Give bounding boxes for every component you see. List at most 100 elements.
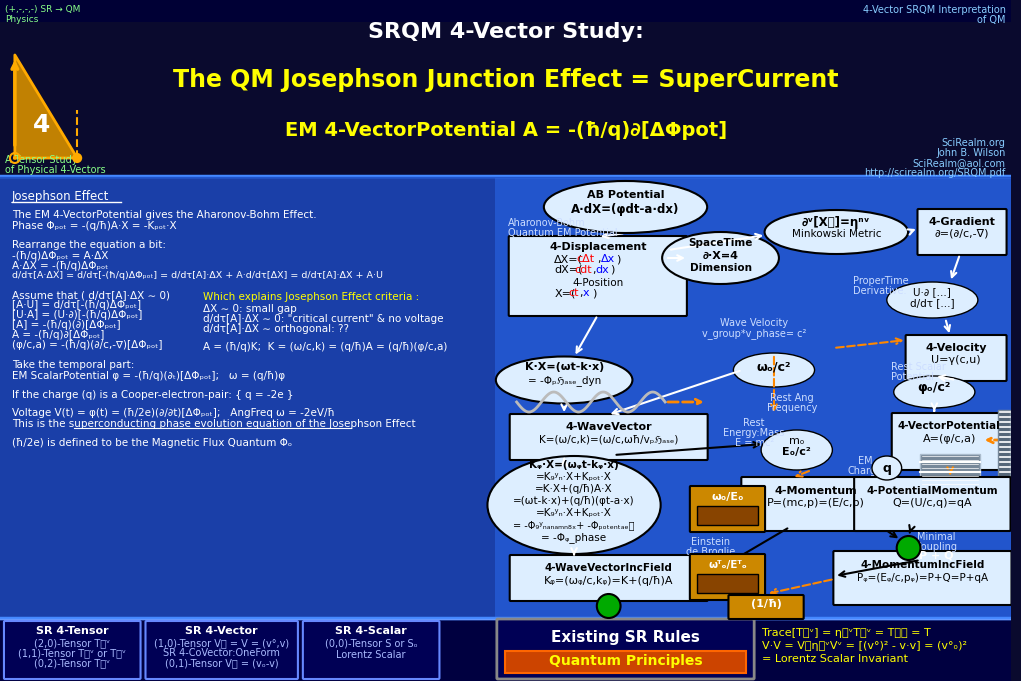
Text: U=γ(c,u): U=γ(c,u) xyxy=(931,355,981,365)
Text: -(ħ/q)ΔΦₚₒₜ = A·ΔX: -(ħ/q)ΔΦₚₒₜ = A·ΔX xyxy=(12,251,108,261)
Text: ,: , xyxy=(592,265,595,275)
Bar xyxy=(504,651,746,673)
Bar xyxy=(495,178,1011,620)
Text: http://scirealm.org/SRQM.pdf: http://scirealm.org/SRQM.pdf xyxy=(865,168,1006,178)
Text: ct: ct xyxy=(568,288,579,298)
Text: dX=(: dX=( xyxy=(554,265,583,275)
Text: Quantum EM Potential: Quantum EM Potential xyxy=(507,228,618,238)
Text: Minimal: Minimal xyxy=(917,532,956,542)
Text: (1,0)-Tensor Vᵜ = V = (v°,v): (1,0)-Tensor Vᵜ = V = (v°,v) xyxy=(154,638,289,648)
Text: Aharonov-Bohm: Aharonov-Bohm xyxy=(507,218,585,228)
Text: 4-Position: 4-Position xyxy=(572,278,624,288)
Text: of Physical 4-Vectors: of Physical 4-Vectors xyxy=(5,165,105,175)
Text: The QM Josephson Junction Effect = SuperCurrent: The QM Josephson Junction Effect = Super… xyxy=(173,68,838,92)
Text: =K₉ʸₙ·X+Kₚₒₜ·X: =K₉ʸₙ·X+Kₚₒₜ·X xyxy=(536,508,612,518)
Text: Wave Velocity: Wave Velocity xyxy=(720,318,788,328)
Text: =(ωt-k·x)+(q/ħ)(φt-a·x): =(ωt-k·x)+(q/ħ)(φt-a·x) xyxy=(514,496,635,506)
Ellipse shape xyxy=(887,282,978,318)
Text: ): ) xyxy=(592,288,596,298)
Text: (0,1)-Tensor Vᵜ = (vₒ-v): (0,1)-Tensor Vᵜ = (vₒ-v) xyxy=(164,658,279,668)
Text: Eₒ/c²: Eₒ/c² xyxy=(782,447,811,457)
Text: (ħ/2e) is defined to be the Magnetic Flux Quantum Φₒ: (ħ/2e) is defined to be the Magnetic Flu… xyxy=(12,438,292,448)
Text: A·dX=(φdt-a·dx): A·dX=(φdt-a·dx) xyxy=(572,203,680,216)
Text: Rest Scalar: Rest Scalar xyxy=(890,362,945,372)
Ellipse shape xyxy=(761,430,832,470)
Text: 4-WaveVector: 4-WaveVector xyxy=(566,422,652,432)
Text: 4-VectorPotential: 4-VectorPotential xyxy=(897,421,1001,431)
Text: If the charge (q) is a Cooper-electron-pair: { q = -2e }: If the charge (q) is a Cooper-electron-p… xyxy=(12,390,293,400)
Text: (0,2)-Tensor Tᵜᵛ: (0,2)-Tensor Tᵜᵛ xyxy=(34,658,110,668)
FancyBboxPatch shape xyxy=(918,209,1007,255)
Text: cdt: cdt xyxy=(574,265,592,275)
Text: x: x xyxy=(583,288,589,298)
Text: AB Potential: AB Potential xyxy=(587,190,665,200)
Text: Phase Φₚₒₜ = -(q/ħ)A·X = -Kₚₒₜ·X: Phase Φₚₒₜ = -(q/ħ)A·X = -Kₚₒₜ·X xyxy=(12,221,177,231)
Text: ): ) xyxy=(610,265,614,275)
Text: 4-Velocity: 4-Velocity xyxy=(925,343,987,353)
Ellipse shape xyxy=(597,594,621,618)
Text: ΔX ∼ 0: small gap: ΔX ∼ 0: small gap xyxy=(203,304,297,314)
Text: Pᵩ=(Eᵩ/c,pᵩ)=P+Q=P+qA: Pᵩ=(Eᵩ/c,pᵩ)=P+Q=P+qA xyxy=(857,573,988,583)
FancyBboxPatch shape xyxy=(303,621,439,679)
Text: EM: EM xyxy=(858,456,872,466)
FancyBboxPatch shape xyxy=(145,621,298,679)
Text: cΔt: cΔt xyxy=(576,254,594,264)
Text: Minkowski Metric: Minkowski Metric xyxy=(791,229,881,239)
Text: ΔX=(: ΔX=( xyxy=(554,254,583,264)
Text: Einstein: Einstein xyxy=(691,537,730,547)
Text: ωₒ/Eₒ: ωₒ/Eₒ xyxy=(712,492,743,502)
Text: X=(: X=( xyxy=(554,288,576,298)
Bar xyxy=(998,410,1010,480)
Text: [U·A] = (U·∂)[-(ħ/q)ΔΦₚₒₜ]: [U·A] = (U·∂)[-(ħ/q)ΔΦₚₒₜ] xyxy=(12,310,142,320)
Text: K=(ω/c,k)=(ω/c,ωħ/vₚℌₐₛₑ): K=(ω/c,k)=(ω/c,ωħ/vₚℌₐₛₑ) xyxy=(539,434,678,444)
Ellipse shape xyxy=(893,376,975,408)
Text: Physics: Physics xyxy=(5,15,39,24)
Text: Quantum Principles: Quantum Principles xyxy=(548,654,702,668)
FancyBboxPatch shape xyxy=(509,555,708,601)
Ellipse shape xyxy=(496,356,632,404)
Ellipse shape xyxy=(765,210,908,254)
Text: dx: dx xyxy=(596,265,610,275)
Text: (+,-,-,-) SR → QM: (+,-,-,-) SR → QM xyxy=(5,5,81,14)
Text: ,: , xyxy=(579,288,583,298)
FancyBboxPatch shape xyxy=(690,486,765,532)
Text: (0,0)-Tensor S or Sₒ: (0,0)-Tensor S or Sₒ xyxy=(325,638,418,648)
Text: SR 4-Scalar: SR 4-Scalar xyxy=(335,626,407,636)
Text: Lorentz Scalar: Lorentz Scalar xyxy=(336,650,406,660)
Circle shape xyxy=(74,154,81,162)
Text: K·X=(ωt-k·x): K·X=(ωt-k·x) xyxy=(525,362,603,372)
Text: 4-Gradient: 4-Gradient xyxy=(928,217,995,227)
Text: Existing SR Rules: Existing SR Rules xyxy=(551,630,700,645)
Text: d/dτ[A]·ΔX ∼ 0: "critical current" & no voltage: d/dτ[A]·ΔX ∼ 0: "critical current" & no … xyxy=(203,314,443,324)
Text: Potential: Potential xyxy=(890,372,934,382)
Text: ωₒ/c²: ωₒ/c² xyxy=(757,360,791,373)
Text: Charge: Charge xyxy=(847,466,882,476)
FancyBboxPatch shape xyxy=(891,413,1007,470)
Text: This is the superconducting phase evolution equation of the Josephson Effect: This is the superconducting phase evolut… xyxy=(12,419,416,429)
Text: 4-Displacement: 4-Displacement xyxy=(549,242,646,252)
Text: d/dτ[A]·ΔX ∼ orthogonal: ??: d/dτ[A]·ΔX ∼ orthogonal: ?? xyxy=(203,324,349,334)
Text: Coupling: Coupling xyxy=(915,542,958,552)
Ellipse shape xyxy=(896,536,921,560)
Text: A = -(ħ/q)∂[ΔΦₚₒₜ]: A = -(ħ/q)∂[ΔΦₚₒₜ] xyxy=(12,330,104,340)
Text: Voltage V(t) = φ(t) = (ħ/2e)(∂/∂t)[ΔΦₚₒₜ];   AngFreq ω = -2eV/ħ: Voltage V(t) = φ(t) = (ħ/2e)(∂/∂t)[ΔΦₚₒₜ… xyxy=(12,408,335,418)
Ellipse shape xyxy=(663,232,779,284)
Bar xyxy=(0,0,1011,22)
Text: Energy:Mass: Energy:Mass xyxy=(724,428,785,438)
Text: Q=(U/c,q)=qA: Q=(U/c,q)=qA xyxy=(892,498,972,508)
Ellipse shape xyxy=(487,456,661,554)
FancyBboxPatch shape xyxy=(833,551,1012,605)
Ellipse shape xyxy=(733,353,815,387)
Text: P=(mc,p)=(E/c,p): P=(mc,p)=(E/c,p) xyxy=(767,498,865,508)
Text: Take the temporal part:: Take the temporal part: xyxy=(12,360,134,370)
FancyBboxPatch shape xyxy=(855,477,1011,531)
Text: v_group*v_phase= c²: v_group*v_phase= c² xyxy=(702,328,807,339)
Text: 4-Vector SRQM Interpretation: 4-Vector SRQM Interpretation xyxy=(863,5,1006,15)
Text: = -Φₚℌₐₛₑ_dyn: = -Φₚℌₐₛₑ_dyn xyxy=(528,375,600,386)
FancyBboxPatch shape xyxy=(690,554,765,600)
Text: 4-Momentum: 4-Momentum xyxy=(774,486,857,496)
Text: Trace[Tᵜᵛ] = ηᵜᵛTᵜᵛ = Tᵜᵜ = T: Trace[Tᵜᵛ] = ηᵜᵛTᵜᵛ = Tᵜᵜ = T xyxy=(762,628,931,638)
Text: Dimension: Dimension xyxy=(689,263,751,273)
Text: Derivative.: Derivative. xyxy=(854,286,907,296)
Text: = -Φᵩ_phase: = -Φᵩ_phase xyxy=(541,532,606,543)
